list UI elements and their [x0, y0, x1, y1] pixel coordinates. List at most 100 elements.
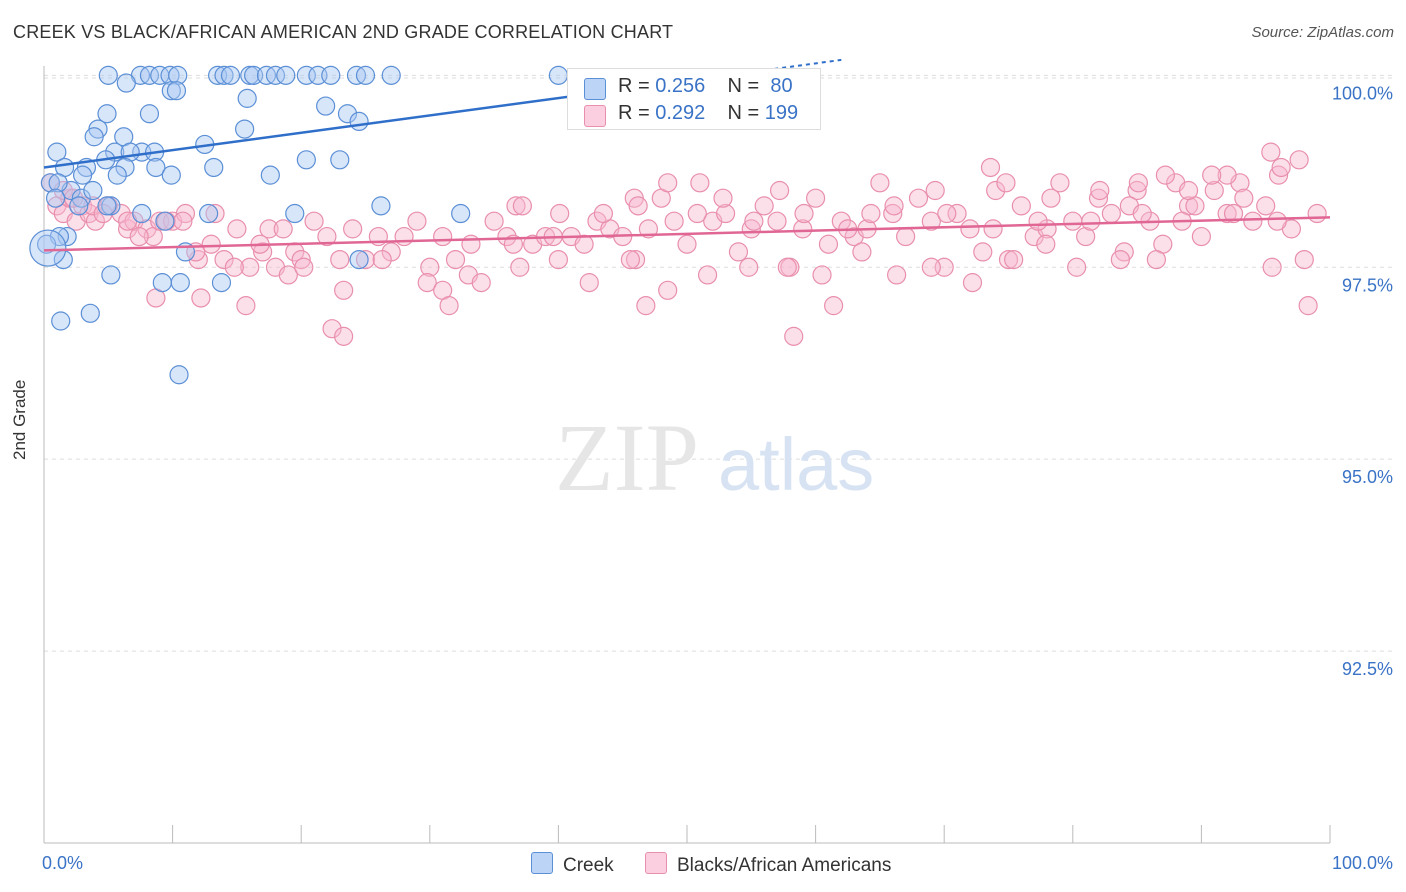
data-point: [220, 65, 241, 85]
data-point: [161, 81, 181, 101]
data-point: [1050, 173, 1070, 193]
data-point: [1081, 211, 1101, 231]
data-point: [1217, 203, 1237, 224]
legend-r-value-creek: 0.256: [655, 75, 706, 97]
data-point: [739, 257, 759, 277]
data-point: [512, 196, 532, 216]
data-point: [259, 219, 279, 239]
data-point: [1041, 188, 1061, 208]
data-point: [170, 273, 190, 293]
legend-swatch-black: [645, 852, 667, 874]
data-point: [101, 265, 121, 285]
data-point: [224, 257, 244, 277]
legend-n-label: N =: [727, 102, 765, 124]
legend-label-creek: Creek: [563, 855, 614, 876]
data-point: [85, 211, 106, 231]
data-point: [471, 273, 491, 293]
data-point: [1127, 180, 1147, 201]
data-point: [1298, 296, 1318, 316]
data-point: [636, 296, 656, 316]
data-point: [36, 234, 57, 254]
data-point: [574, 234, 594, 254]
data-point: [115, 157, 135, 178]
data-point: [548, 249, 569, 270]
data-point: [236, 296, 256, 316]
data-point: [161, 165, 181, 185]
legend-swatch-black: [584, 105, 606, 127]
data-point: [316, 96, 336, 116]
data-point: [235, 119, 255, 139]
watermark-zip: ZIP: [555, 404, 699, 511]
data-point: [1004, 249, 1024, 270]
data-point: [205, 203, 225, 224]
data-point: [191, 288, 211, 308]
data-point: [80, 303, 100, 323]
data-point: [506, 196, 526, 216]
data-point: [1178, 180, 1199, 201]
data-point: [687, 203, 707, 224]
data-point: [503, 234, 523, 254]
data-point: [884, 196, 904, 216]
data-point: [1132, 203, 1152, 224]
data-point: [285, 203, 305, 224]
data-point: [57, 226, 77, 247]
data-point: [40, 173, 61, 193]
data-point: [214, 249, 234, 270]
data-point: [433, 226, 453, 247]
data-point: [1110, 249, 1130, 270]
data-point: [677, 234, 697, 254]
y-tick-label: 92.5%: [1342, 659, 1393, 679]
legend-swatch-creek: [584, 78, 606, 100]
data-point: [48, 173, 68, 193]
data-point: [896, 226, 916, 247]
data-point: [1191, 226, 1212, 247]
data-point: [996, 173, 1016, 193]
data-point: [294, 257, 314, 277]
data-point: [201, 234, 221, 254]
data-point: [227, 219, 247, 239]
data-point: [132, 203, 152, 224]
correlation-legend: R = 0.256 N = 80 R = 0.292 N = 199: [567, 68, 821, 130]
legend-r-label: R =: [618, 102, 656, 124]
data-point: [510, 257, 530, 277]
data-point: [887, 265, 907, 285]
data-point: [1243, 211, 1263, 231]
data-point: [146, 157, 166, 178]
watermark-atlas: atlas: [718, 423, 874, 506]
x-tick-label-min: 0.0%: [42, 853, 84, 873]
data-point: [253, 242, 273, 262]
data-point: [69, 196, 89, 216]
data-point: [812, 265, 832, 285]
data-point: [265, 65, 286, 85]
data-point: [625, 249, 646, 270]
data-point: [394, 226, 414, 247]
data-point: [1268, 165, 1289, 185]
data-point: [824, 296, 844, 316]
legend-item-black: Blacks/African Americans: [645, 852, 891, 877]
data-point: [349, 111, 369, 132]
grid-lines: [44, 74, 1392, 652]
data-point: [784, 326, 804, 346]
data-point: [129, 226, 149, 247]
data-point: [240, 257, 260, 277]
data-point: [1036, 234, 1056, 254]
data-point: [769, 180, 790, 201]
data-point: [330, 150, 350, 170]
data-point: [1128, 173, 1148, 193]
data-point: [1234, 188, 1254, 208]
data-point: [276, 65, 296, 85]
data-point: [107, 165, 127, 185]
y-tick-label: 100.0%: [1332, 83, 1393, 103]
data-point: [451, 203, 471, 224]
data-point: [744, 211, 764, 231]
data-point: [794, 203, 814, 224]
data-point: [908, 188, 929, 208]
legend-n-value-creek: 80: [770, 75, 793, 97]
data-point: [925, 180, 945, 201]
data-point: [1155, 165, 1175, 185]
data-point: [690, 173, 710, 193]
data-point: [728, 242, 749, 262]
data-point: [579, 273, 599, 293]
data-point: [291, 249, 311, 270]
data-point: [883, 203, 903, 224]
